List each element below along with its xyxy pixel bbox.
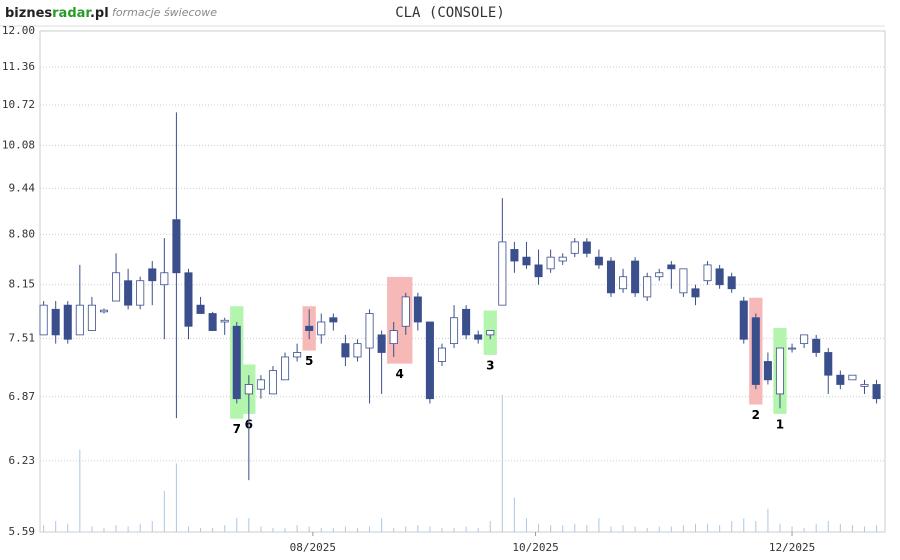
y-tick-label: 10.08 bbox=[2, 138, 35, 151]
pattern-label: 1 bbox=[776, 417, 784, 431]
candle-body bbox=[148, 268, 157, 282]
y-tick-label: 9.44 bbox=[9, 181, 36, 194]
candle-body bbox=[353, 343, 362, 358]
candle-body bbox=[667, 264, 676, 270]
candle-body bbox=[232, 325, 241, 400]
candle-body bbox=[800, 334, 809, 345]
candle-body bbox=[365, 313, 374, 349]
candle-body bbox=[112, 272, 121, 302]
pattern-label: 4 bbox=[396, 367, 404, 381]
candle-body bbox=[317, 321, 326, 336]
candle-body bbox=[570, 241, 579, 254]
logo: biznesradar.pl bbox=[5, 6, 109, 21]
candle-body bbox=[75, 304, 84, 336]
candle-body bbox=[341, 343, 350, 358]
candle-body bbox=[848, 374, 857, 381]
candle-body bbox=[63, 304, 72, 340]
y-tick-label: 6.87 bbox=[9, 390, 36, 403]
y-tick-label: 10.72 bbox=[2, 98, 35, 111]
candle-body bbox=[751, 317, 760, 385]
candle-body bbox=[812, 338, 821, 353]
candle-body bbox=[606, 260, 615, 294]
candle-body bbox=[486, 330, 495, 336]
candle-body bbox=[546, 256, 555, 270]
candle-body bbox=[268, 370, 278, 395]
candle-body bbox=[679, 268, 688, 294]
candle-body bbox=[51, 308, 60, 336]
pattern-label: 7 bbox=[233, 422, 241, 436]
candle-body bbox=[389, 330, 398, 345]
candle-body bbox=[619, 276, 628, 290]
candle-body bbox=[293, 352, 302, 358]
candle-body bbox=[498, 241, 507, 306]
x-tick-label: 10/2025 bbox=[512, 541, 558, 554]
candle-body bbox=[836, 374, 845, 385]
candle-body bbox=[510, 249, 519, 262]
candle-body bbox=[244, 384, 253, 395]
candle-body bbox=[220, 319, 229, 323]
candle-body bbox=[474, 334, 483, 340]
pattern-label: 3 bbox=[486, 358, 494, 372]
candle-body bbox=[631, 260, 640, 294]
pattern-label: 5 bbox=[305, 354, 313, 368]
candle-body bbox=[763, 361, 772, 381]
candle-body bbox=[196, 304, 205, 314]
candle-body bbox=[377, 334, 386, 353]
candle-body bbox=[582, 241, 591, 254]
candle-body bbox=[534, 264, 543, 278]
candle-body bbox=[136, 280, 145, 306]
candle-body bbox=[655, 272, 664, 278]
candle-body bbox=[184, 272, 193, 327]
candle-body bbox=[775, 347, 784, 395]
candle-body bbox=[172, 219, 181, 274]
pattern-label: 2 bbox=[752, 408, 760, 422]
candle-body bbox=[715, 268, 724, 286]
y-tick-label: 5.59 bbox=[9, 525, 36, 538]
candle-body bbox=[401, 296, 410, 327]
candle-body bbox=[99, 309, 108, 313]
candle-body bbox=[124, 280, 133, 306]
x-tick-label: 12/2025 bbox=[769, 541, 815, 554]
candle-body bbox=[643, 276, 652, 298]
candle-body bbox=[437, 347, 447, 362]
candle-body bbox=[305, 325, 314, 331]
candle-body bbox=[594, 256, 603, 266]
logo-part: radar bbox=[52, 6, 92, 21]
candle-body bbox=[739, 300, 748, 340]
candle-body bbox=[160, 272, 169, 286]
candle-body bbox=[256, 379, 265, 390]
candle-body bbox=[824, 352, 833, 376]
plot-frame bbox=[39, 30, 886, 533]
candle-body bbox=[39, 304, 48, 336]
candle-body bbox=[281, 356, 290, 381]
candle-body bbox=[860, 384, 869, 387]
y-tick-label: 6.23 bbox=[9, 454, 36, 467]
x-tick-label: 08/2025 bbox=[290, 541, 336, 554]
candle-body bbox=[450, 317, 459, 345]
y-tick-label: 8.15 bbox=[9, 278, 36, 291]
chart-title: CLA (CONSOLE) bbox=[395, 5, 505, 21]
candle-body bbox=[691, 288, 700, 298]
subtitle: formacje świecowe bbox=[112, 6, 217, 19]
candle-body bbox=[425, 321, 434, 400]
y-tick-label: 11.36 bbox=[2, 60, 35, 73]
candle-body bbox=[872, 384, 881, 400]
candle-body bbox=[522, 256, 531, 266]
candle-body bbox=[329, 317, 338, 323]
y-tick-label: 8.80 bbox=[9, 227, 36, 240]
candle-body bbox=[558, 256, 567, 262]
y-tick-label: 12.00 bbox=[2, 24, 35, 37]
candle-body bbox=[208, 313, 217, 331]
candle-body bbox=[462, 308, 471, 336]
candle-body bbox=[788, 347, 797, 350]
logo-part: biznes bbox=[5, 6, 52, 21]
logo-part: .pl bbox=[90, 6, 109, 21]
candle-body bbox=[727, 276, 736, 290]
y-tick-label: 7.51 bbox=[9, 331, 36, 344]
candle-body bbox=[703, 264, 712, 282]
candle-body bbox=[87, 304, 96, 331]
candle-body bbox=[413, 296, 422, 323]
